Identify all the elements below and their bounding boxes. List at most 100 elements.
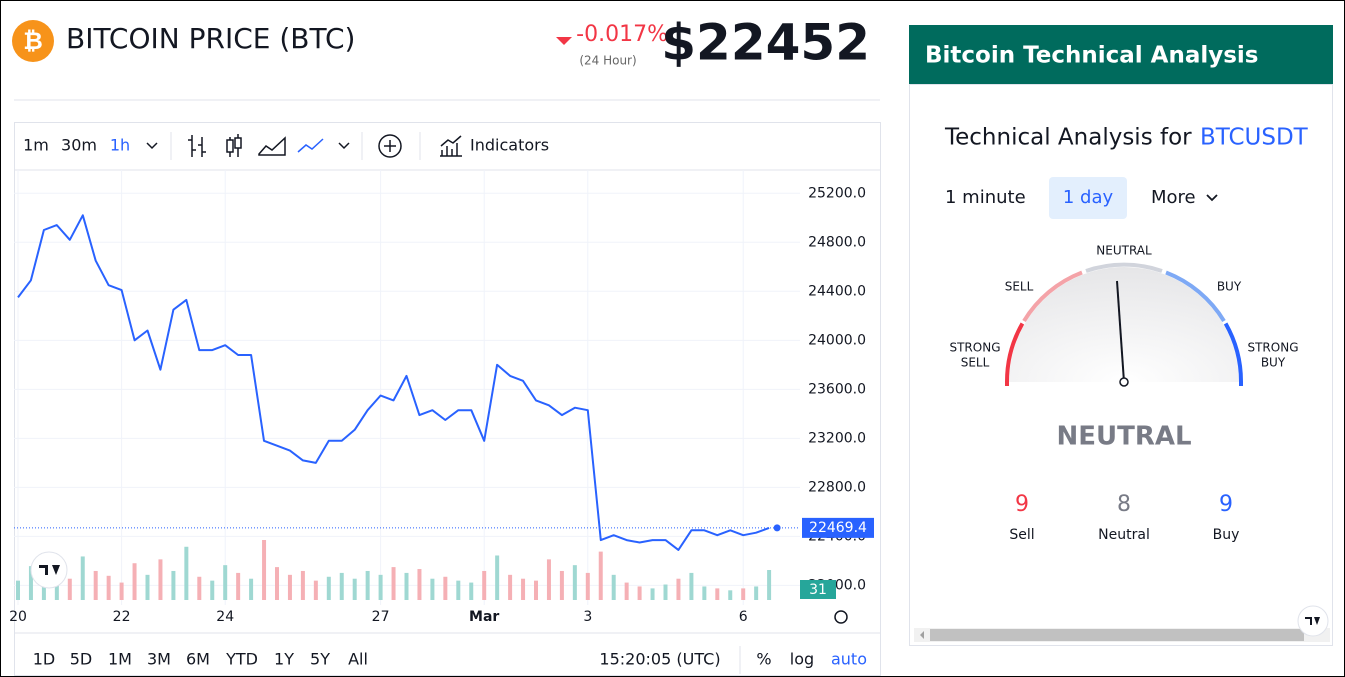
- tv-logo: [1297, 605, 1329, 637]
- volume-bar: [534, 580, 538, 600]
- tv-logo: [30, 551, 68, 589]
- volume-bar: [365, 570, 370, 600]
- current-price: $22452: [661, 14, 870, 72]
- y-tick-label: 24400.0: [808, 283, 866, 299]
- volume-bar: [249, 578, 254, 600]
- tab[interactable]: 1 minute: [945, 187, 1026, 208]
- volume-bar: [559, 570, 564, 600]
- interval-button[interactable]: 30m: [61, 136, 97, 155]
- volume-bar: [767, 570, 772, 600]
- y-tick-label: 23600.0: [808, 381, 866, 397]
- percent-toggle[interactable]: %: [756, 650, 771, 669]
- summary: NEUTRAL: [1056, 422, 1191, 452]
- range-button[interactable]: 5Y: [310, 650, 330, 669]
- analysis-symbol[interactable]: BTCUSDT: [1200, 125, 1309, 151]
- range-button[interactable]: All: [348, 650, 368, 669]
- tab[interactable]: 1 day: [1063, 187, 1114, 208]
- volume-label: 31: [809, 582, 827, 598]
- log-toggle[interactable]: log: [790, 650, 814, 669]
- y-tick-label: 23200.0: [808, 430, 866, 446]
- volume-bar: [132, 563, 137, 600]
- change-period: (24 Hour): [579, 54, 636, 68]
- indicators-button[interactable]: Indicators: [470, 136, 549, 155]
- candles-icon-body[interactable]: [226, 139, 234, 153]
- volume-bar: [404, 572, 409, 600]
- volume-bar: [508, 574, 513, 600]
- volume-bar: [624, 582, 629, 600]
- volume-box: [800, 580, 836, 599]
- last-price-box: [802, 517, 874, 538]
- x-tick-label: 3: [583, 609, 592, 625]
- volume-bar: [754, 586, 759, 600]
- volume-bar: [689, 572, 694, 600]
- count-label: Buy: [1213, 527, 1240, 543]
- area-icon[interactable]: [258, 136, 286, 156]
- volume-bar: [158, 559, 163, 600]
- gauge-label: STRONG: [949, 341, 1000, 355]
- gauge-buy: [1165, 270, 1226, 323]
- range-button[interactable]: 1Y: [274, 650, 294, 669]
- count-value: 9: [1219, 492, 1233, 517]
- y-tick-label: 22800.0: [808, 479, 866, 495]
- y-tick-label: 24800.0: [808, 234, 866, 250]
- volume-bar: [430, 578, 435, 600]
- volume-bar: [262, 540, 267, 600]
- volume-bar: [572, 565, 577, 600]
- range-button[interactable]: 3M: [147, 650, 171, 669]
- scroll-left[interactable]: [920, 631, 924, 639]
- volume-bar: [741, 588, 746, 600]
- panel-title: Bitcoin Technical Analysis: [925, 43, 1259, 69]
- clock: 15:20:05 (UTC): [599, 650, 720, 669]
- gauge-label: NEUTRAL: [1096, 244, 1152, 258]
- line-icon[interactable]: [297, 138, 324, 153]
- volume-bar: [663, 584, 668, 600]
- gauge-sell: [1022, 270, 1083, 323]
- volume-bar: [210, 580, 215, 600]
- chart-type-dropdown[interactable]: [338, 142, 350, 150]
- scrollbar-thumb[interactable]: [930, 629, 1304, 641]
- volume-bar: [456, 580, 461, 600]
- interval-button[interactable]: 1m: [23, 136, 49, 155]
- volume-bar: [287, 574, 292, 600]
- compare-button[interactable]: [378, 134, 402, 158]
- range-button[interactable]: 1M: [108, 650, 132, 669]
- price-change: -0.017%: [576, 22, 668, 47]
- volume-bar: [352, 578, 357, 600]
- gauge-face: [1009, 267, 1239, 382]
- volume-bar: [119, 582, 124, 600]
- tab[interactable]: More: [1151, 187, 1196, 208]
- range-button[interactable]: 1D: [33, 650, 56, 669]
- range-button[interactable]: 5D: [70, 650, 93, 669]
- volume-bar: [521, 578, 526, 600]
- gauge-needle: [1116, 280, 1125, 383]
- volume-bar: [676, 578, 681, 600]
- bars-icon[interactable]: [188, 135, 206, 157]
- indicators-icon[interactable]: [440, 135, 462, 157]
- btc-icon: [12, 20, 54, 62]
- count-value: 8: [1117, 492, 1131, 517]
- interval-button[interactable]: 1h: [110, 136, 130, 155]
- volume-bar: [275, 567, 279, 600]
- tab-dropdown[interactable]: [1206, 194, 1218, 202]
- volume-bar: [300, 570, 305, 600]
- candles-icon-body[interactable]: [234, 137, 242, 149]
- gauge-label: BUY: [1217, 280, 1242, 294]
- volume-bar: [611, 574, 616, 600]
- y-tick-label: 25200.0: [808, 185, 866, 201]
- range-button[interactable]: YTD: [225, 650, 258, 669]
- price-line: [17, 214, 770, 551]
- volume-bar: [598, 551, 603, 600]
- x-tick-label: Mar: [469, 609, 499, 625]
- x-tick-label: 6: [739, 609, 748, 625]
- volume-bar: [378, 574, 383, 600]
- volume-bar: [93, 570, 98, 600]
- volume-bar: [184, 546, 189, 600]
- range-button[interactable]: 6M: [186, 650, 210, 669]
- volume-bar: [16, 580, 20, 600]
- btc-icon-glyph: ₿: [23, 27, 43, 55]
- settings-icon[interactable]: [834, 610, 848, 624]
- range-buttons: 1D 5D 1M 3M 6M YTD 1Y 5Y All: [33, 650, 368, 669]
- interval-dropdown[interactable]: [146, 142, 158, 150]
- auto-toggle[interactable]: auto: [831, 650, 867, 669]
- volume-bar: [197, 576, 202, 600]
